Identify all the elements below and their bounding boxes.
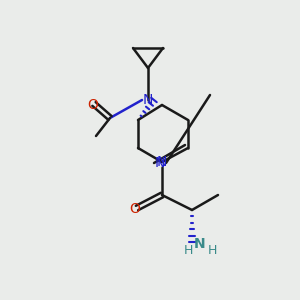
Text: O: O: [130, 202, 140, 216]
Text: H: H: [207, 244, 217, 256]
Text: N: N: [143, 93, 153, 107]
Text: H: H: [183, 244, 193, 256]
Text: N: N: [194, 237, 206, 251]
Text: O: O: [88, 98, 98, 112]
Text: N: N: [155, 156, 165, 170]
Text: N: N: [157, 155, 167, 169]
